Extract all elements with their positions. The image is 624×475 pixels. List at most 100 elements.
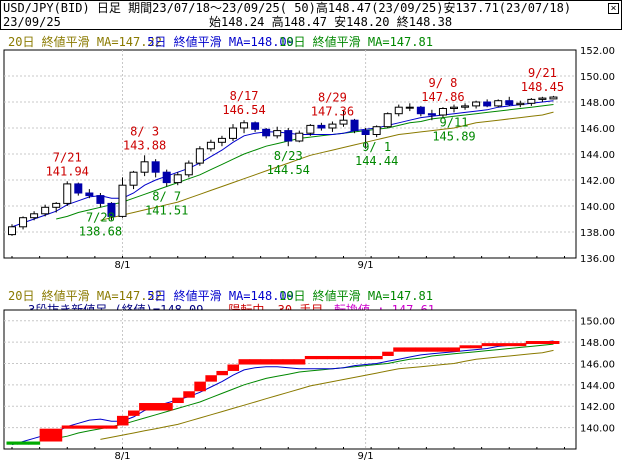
chart-header: USD/JPY(BID) 日足 期間23/07/18～23/09/25( 50)…: [0, 0, 622, 30]
p1-ytick-label: 138.00: [580, 228, 615, 239]
tlb-brick: [293, 359, 306, 365]
candle-body: [8, 226, 16, 236]
tlb-brick: [194, 381, 206, 392]
p1-legend-1: 5日 終値平滑 MA=148.09: [147, 34, 294, 49]
ma10-line: [56, 104, 554, 220]
candle-body: [339, 119, 348, 125]
tlb-brick: [105, 425, 118, 429]
candle-body: [217, 137, 226, 143]
tlb-brick: [503, 343, 516, 347]
p2-legend-2: 10日 終値平滑 MA=147.81: [279, 288, 433, 303]
candle-body: [96, 195, 105, 204]
p2-ytick-label: 140.00: [580, 424, 615, 435]
period-summary: USD/JPY(BID) 日足 期間23/07/18～23/09/25( 50)…: [3, 1, 572, 15]
peak-value-label: 141.94: [46, 164, 89, 178]
peak-date-label: 8/17: [230, 89, 259, 103]
p2-ytick-label: 150.00: [580, 317, 615, 328]
candle-body: [328, 123, 337, 129]
candle-body: [538, 97, 547, 100]
trough-value-label: 138.68: [79, 224, 122, 238]
current-date: 23/09/25: [3, 15, 61, 29]
tlb-brick: [382, 351, 394, 356]
tlb-brick: [426, 347, 438, 352]
candle-body: [85, 192, 94, 197]
tlb-brick: [205, 375, 217, 382]
candle-body: [416, 106, 425, 115]
candle-body: [129, 171, 138, 186]
tlb-brick: [547, 341, 560, 345]
tlb-brick: [326, 355, 339, 360]
p1-legend-0: 20日 終値平滑 MA=147.22: [8, 34, 162, 49]
candle-body: [140, 161, 149, 173]
candle-body: [450, 106, 458, 109]
candle-body: [173, 174, 182, 184]
candle-body: [107, 202, 116, 217]
tlb-brick: [216, 370, 228, 376]
p2-legend-0: 20日 終値平滑 MA=147.22: [8, 288, 162, 303]
candle-body: [284, 130, 293, 142]
tlb-brick: [238, 359, 251, 365]
candle-body: [427, 113, 436, 116]
p2-ma10-line: [56, 343, 554, 439]
p2-xtick-label: 8/1: [114, 451, 130, 462]
tlb-brick: [349, 355, 361, 360]
p2-xtick-label: 9/1: [358, 451, 374, 462]
tlb-brick: [371, 355, 383, 360]
peak-date-label: 7/21: [53, 150, 82, 164]
candle-body: [19, 217, 28, 228]
tlb-brick: [481, 343, 494, 347]
tlb-brick: [116, 415, 129, 426]
p1-legend-2: 10日 終値平滑 MA=147.81: [279, 34, 433, 49]
candle-body: [195, 148, 204, 164]
candle-body: [383, 113, 392, 128]
trough-date-label: 8/23: [274, 149, 303, 163]
tlb-brick: [150, 403, 162, 411]
peak-value-label: 143.88: [123, 138, 166, 152]
tlb-brick: [470, 345, 483, 349]
peak-date-label: 9/ 8: [428, 76, 457, 90]
tlb-brick: [282, 359, 295, 365]
p1-ytick-label: 152.00: [580, 46, 615, 57]
p2-ytick-label: 148.00: [580, 338, 615, 349]
p1-ytick-label: 144.00: [580, 150, 615, 161]
p1-ytick-label: 150.00: [580, 72, 615, 83]
candle-body: [151, 161, 160, 173]
candle-body: [162, 171, 171, 184]
candle-body: [461, 105, 470, 108]
tlb-brick: [50, 428, 63, 442]
trough-value-label: 144.54: [267, 163, 310, 177]
tlb-brick: [437, 347, 449, 352]
trough-value-label: 145.89: [432, 129, 475, 143]
candle-body: [74, 183, 83, 194]
candle-body: [494, 100, 503, 107]
candle-body: [405, 106, 414, 109]
p2-ma20-line: [100, 349, 554, 440]
candle-body: [516, 102, 525, 106]
tlb-brick: [39, 428, 52, 442]
candle-body: [527, 98, 536, 104]
peak-date-label: 8/ 3: [130, 124, 159, 138]
peak-date-label: 9/21: [528, 66, 557, 80]
tlb-brick: [139, 403, 151, 411]
tlb-brick: [337, 355, 350, 360]
close-icon[interactable]: ×: [608, 3, 619, 14]
trough-date-label: 9/ 1: [362, 140, 391, 154]
peak-value-label: 147.36: [311, 105, 354, 119]
tlb-brick: [492, 343, 505, 347]
p2-ma5-line: [11, 340, 554, 446]
candle-body: [505, 100, 514, 106]
p2-legend-1: 5日 終値平滑 MA=148.09: [147, 288, 294, 303]
tlb-brick: [360, 355, 372, 360]
p2-ytick-label: 142.00: [580, 402, 615, 413]
tlb-brick: [83, 425, 96, 429]
candle-body: [295, 132, 304, 142]
peak-value-label: 146.54: [222, 103, 265, 117]
p1-ytick-label: 146.00: [580, 124, 615, 135]
candle-body: [438, 108, 447, 116]
candle-body: [394, 106, 403, 115]
p1-xtick-label: 8/1: [114, 260, 130, 271]
peak-date-label: 8/29: [318, 91, 347, 105]
tlb-brick: [459, 345, 472, 349]
tlb-brick: [315, 355, 328, 360]
